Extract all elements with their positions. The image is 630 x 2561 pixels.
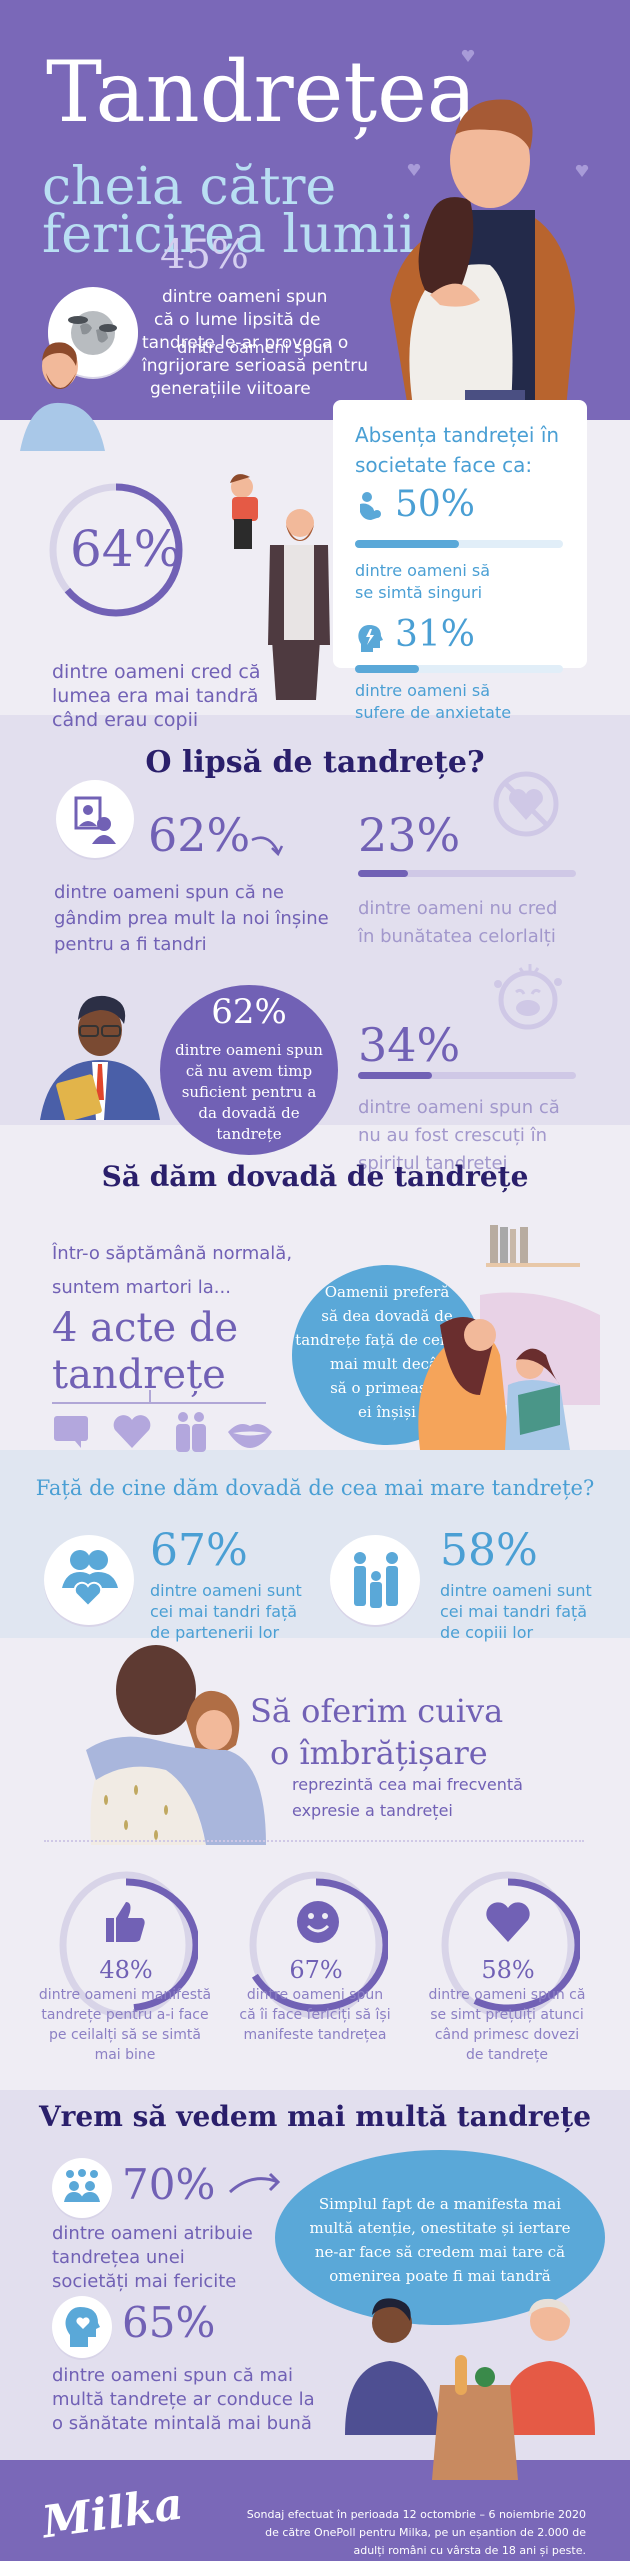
who-children-text: dintre oameni sunt cei mai tandri față d… [440,1581,592,1642]
mother-daughter-reading-illustration [400,1225,620,1450]
two-people-icon [172,1412,210,1452]
crying-baby-icon [488,960,568,1030]
more-mental-text: dintre oameni spun că mai multă tandrețe… [52,2365,315,2434]
busy-businessman-illustration [30,990,170,1120]
ring-value-1: 48% [99,1956,153,1984]
ring-chart-2 [248,1869,388,2019]
thumbs-up-icon [104,1900,146,1944]
heart-decoration-icon [574,162,590,180]
lack-self-text: dintre oameni spun că ne gândim prea mul… [54,882,329,955]
no-heart-icon [492,770,560,838]
footer-section [0,2460,630,2561]
hero-stat-description: dintre oameni spun că o lume lipsită de … [142,287,368,399]
speech-bubble-icon [53,1384,89,1452]
lack-kindness-text: dintre oameni nu cred în bunătatea celor… [358,898,558,947]
absence-item-text-1: dintre oameni să se simtă singuri [355,561,491,602]
absence-item-value-2: 31% [395,614,476,655]
more-heading: Vrem să vedem mai multă tandrețe [38,2100,592,2133]
who-heading: Față de cine dăm dovadă de cea mai mare … [35,1476,595,1500]
smiley-icon [296,1900,340,1944]
absence-bar-2 [355,665,563,673]
hero-stat-value: 45% [160,232,249,278]
heart-icon [485,1902,531,1944]
lack-raised-bar-fill [358,1072,433,1079]
couple-heart-icon [58,1548,122,1608]
lack-raised-bar [358,1072,576,1079]
heart-icon [112,1414,152,1450]
lack-time-text: dintre oameni spun că nu avem timp sufic… [175,1041,323,1143]
more-mental-value: 65% [122,2298,216,2347]
heart-decoration-icon [460,48,476,64]
lonely-person-icon [357,492,385,522]
absence-card-title: Absența tandreței în societate face ca: [355,423,560,477]
ring-chart-1 [58,1869,198,2019]
prefer-giving-text: Oamenii preferă să dea dovadă de tandreț… [295,1283,479,1421]
hug-heading: Să oferim cuiva o îmbrățișare [250,1692,504,1772]
hero-stat-text: dintre oameni spun [177,338,333,357]
hugging-couple-illustration [370,90,590,420]
ring-text-1: dintre oameni manifestă tandrețe pentru … [38,1987,212,2063]
crowd-icon [62,2168,102,2206]
ring-chart-3 [440,1869,580,2019]
absence-bar-fill-1 [355,540,459,548]
head-heart-icon [64,2305,100,2347]
survey-note: Sondaj efectuat în perioada 12 octombrie… [246,2508,586,2557]
who-partners-text: dintre oameni sunt cei mai tandri față d… [150,1581,302,1642]
cloudy-globe-icon [62,300,124,362]
lack-time-value: 62% [211,992,287,1032]
groceries-helping-illustration [340,2285,600,2480]
show-divider-tick [149,1390,151,1404]
page-title: Tandrețea [46,43,477,141]
ring-text-3: dintre oameni spun că se simt prețuiți a… [428,1987,586,2063]
page-subtitle-line1: cheia către [42,157,337,217]
lack-kindness-bar [358,870,576,877]
hug-dotted-divider [44,1840,584,1842]
show-heading: Să dăm dovadă de tandrețe [101,1160,529,1193]
childhood-description: dintre oameni cred că lumea era mai tand… [52,661,261,731]
hug-illustration [86,1640,276,1845]
mirror-icon-circle [56,780,134,858]
mirror-person-icon [74,796,118,844]
family-icon [348,1550,404,1610]
lips-icon [227,1420,273,1448]
childhood-ring-chart [46,465,196,635]
crowd-icon-circle [52,2158,112,2218]
ring-value-3: 58% [481,1956,535,1984]
hug-subtext: reprezintă cea mai frecventă expresie a … [292,1775,523,1820]
curved-arrow-icon [250,832,286,858]
ring-text-2: dintre oameni spun că îi face fericiți s… [239,1987,391,2043]
absence-item-text-2: dintre oameni să sufere de anxietate [355,681,512,722]
ring-value-2: 67% [289,1956,343,1984]
who-children-value: 58% [440,1525,538,1576]
childhood-value: 64% [70,520,182,578]
show-big-number: 4 acte de tandrețe [52,1305,239,1398]
absence-card [333,400,587,668]
father-child-illustration [210,455,340,705]
show-intro: Într-o săptămână normală, suntem martori… [52,1243,293,1298]
anxiety-head-icon [357,624,383,652]
more-quote-bubble [275,2150,605,2325]
lack-heading: O lipsă de tandrețe? [145,745,485,780]
who-partners-value: 67% [150,1525,248,1576]
more-quote-text: Simplul fapt de a manifesta mai multă at… [309,2195,571,2285]
lack-kindness-bar-fill [358,870,409,877]
show-divider [52,1402,266,1404]
page-subtitle-line2: fericirea lumii... [42,205,465,265]
absence-bar-1 [355,540,563,548]
lack-raised-text: dintre oameni spun că nu au fost crescuț… [358,1097,560,1174]
thinking-man-illustration [20,342,140,451]
heart-decoration-icon [406,160,422,180]
curved-arrow-right-icon [228,2172,282,2196]
lack-raised-value: 34% [358,1018,461,1072]
absence-item-value-1: 50% [395,484,476,525]
lack-self-value: 62% [148,808,251,862]
more-society-value: 70% [122,2160,216,2209]
absence-bar-fill-2 [355,665,420,673]
more-society-text: dintre oameni atribuie tandrețea unei so… [52,2223,253,2292]
lack-kindness-value: 23% [358,808,461,862]
time-stat-bubble [160,985,338,1155]
